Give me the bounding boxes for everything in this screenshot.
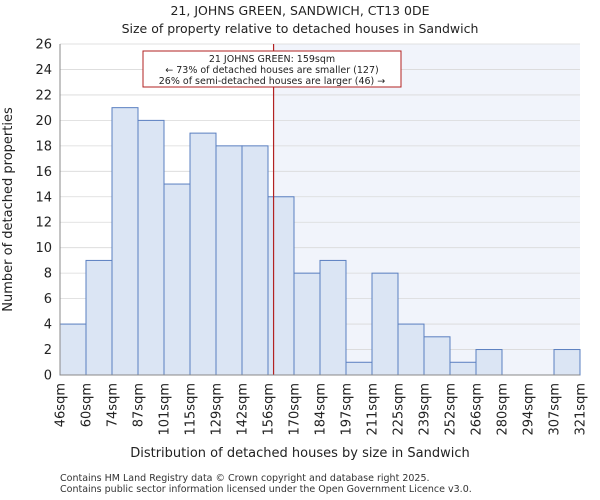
annotation-larger-text: 26% of semi-detached houses are larger (…	[159, 76, 386, 87]
histogram-bar	[449, 361, 477, 376]
histogram-bar	[293, 272, 321, 376]
x-tick-label: 294sqm	[522, 383, 537, 436]
histogram-bar	[163, 183, 191, 376]
histogram-bar	[345, 361, 373, 376]
x-tick-label: 239sqm	[418, 383, 433, 436]
y-tick-label: 24	[35, 63, 52, 78]
y-tick-label: 0	[44, 369, 52, 384]
x-tick-label: 211sqm	[366, 383, 381, 436]
histogram-bar	[241, 145, 269, 376]
histogram-bar	[371, 272, 399, 376]
histogram-bar	[85, 259, 113, 376]
chart-subtitle: Size of property relative to detached ho…	[121, 21, 479, 36]
y-tick-label: 16	[35, 165, 52, 180]
x-tick-label: 60sqm	[80, 383, 95, 427]
y-tick-label: 2	[44, 343, 52, 358]
y-tick-label: 10	[35, 241, 52, 256]
x-tick-label: 321sqm	[574, 383, 589, 436]
y-tick-label: 18	[35, 139, 52, 154]
y-tick-label: 22	[35, 88, 52, 103]
annotation-box	[142, 50, 402, 88]
chart-title: 21, JOHNS GREEN, SANDWICH, CT13 0DE	[170, 3, 430, 18]
y-tick-label: 8	[44, 267, 52, 282]
annotation-smaller-text: ← 73% of detached houses are smaller (12…	[165, 65, 378, 76]
x-tick-label: 101sqm	[158, 383, 173, 436]
x-tick-label: 197sqm	[340, 383, 355, 436]
x-tick-label: 115sqm	[184, 383, 199, 436]
histogram-bar	[137, 119, 165, 376]
histogram-bar	[267, 196, 295, 376]
x-tick-label: 87sqm	[132, 383, 147, 427]
x-tick-label: 170sqm	[288, 383, 303, 436]
x-tick-label: 156sqm	[262, 383, 277, 436]
histogram-bar	[397, 323, 425, 376]
histogram-bar	[553, 349, 581, 376]
x-tick-label: 307sqm	[548, 383, 563, 436]
x-tick-label: 252sqm	[444, 383, 459, 436]
x-tick-label: 266sqm	[470, 383, 485, 436]
y-tick-label: 14	[35, 190, 52, 205]
histogram-bar	[189, 132, 217, 376]
attribution-land-registry: Contains HM Land Registry data © Crown c…	[60, 473, 430, 484]
x-tick-label: 280sqm	[496, 383, 511, 436]
x-tick-label: 225sqm	[392, 383, 407, 436]
histogram-bar	[59, 323, 87, 376]
histogram-bar	[111, 107, 139, 376]
x-tick-label: 74sqm	[106, 383, 121, 427]
attribution-licence: Contains public sector information licen…	[60, 484, 472, 495]
annotation-property-label: 21 JOHNS GREEN: 159sqm	[209, 54, 335, 65]
y-axis-title: Number of detached properties	[1, 107, 16, 312]
y-tick-label: 6	[44, 292, 52, 307]
y-tick-label: 26	[35, 38, 52, 53]
x-tick-label: 142sqm	[236, 383, 251, 436]
x-tick-label: 46sqm	[54, 383, 69, 427]
x-tick-label: 129sqm	[210, 383, 225, 436]
y-tick-label: 4	[44, 318, 52, 333]
y-tick-label: 12	[35, 216, 52, 231]
x-tick-label: 184sqm	[314, 383, 329, 436]
x-axis-title: Distribution of detached houses by size …	[130, 446, 470, 461]
y-tick-label: 20	[35, 114, 52, 129]
histogram-bar	[423, 336, 451, 376]
histogram-bar	[215, 145, 243, 376]
histogram-bar	[319, 259, 347, 376]
histogram-bar	[475, 349, 503, 376]
